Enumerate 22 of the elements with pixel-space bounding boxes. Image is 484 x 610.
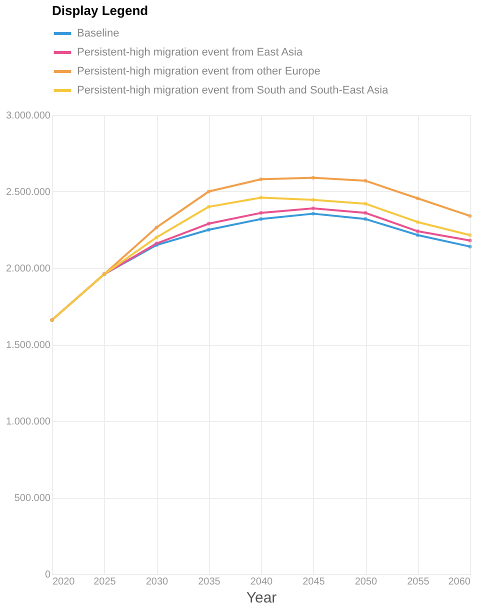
y-tick-label: 3.000.000: [6, 110, 51, 122]
x-tick-label: 2060: [448, 576, 471, 588]
x-tick-label: 2045: [302, 576, 326, 588]
legend-label: Baseline: [77, 28, 120, 40]
y-tick-label: 500.000: [14, 493, 51, 504]
x-tick-label: 2030: [146, 576, 169, 588]
legend-title: Display Legend: [52, 3, 148, 18]
legend-label: Persistent-high migration event from East Asia: [77, 46, 304, 58]
y-tick-label: 2.000.000: [6, 264, 51, 274]
x-axis-title: Year: [246, 590, 277, 606]
legend-label: Persistent-high migration event from other Europe: [77, 66, 320, 78]
y-tick-label: 0: [44, 570, 51, 580]
x-tick-label: 2020: [52, 576, 76, 588]
x-tick-label: 2025: [94, 576, 116, 588]
x-tick-label: 2055: [407, 576, 430, 588]
y-tick-label: 1.000.000: [6, 416, 51, 428]
y-tick-label: 1.500.000: [6, 340, 51, 351]
legend-label: Persistent-high migration event from South and South-East Asia: [77, 84, 390, 96]
x-tick-label: 2040: [250, 576, 274, 588]
x-tick-label: 2050: [354, 576, 378, 588]
x-tick-label: 2035: [198, 576, 221, 588]
y-tick-label: 2.500.000: [6, 187, 51, 198]
